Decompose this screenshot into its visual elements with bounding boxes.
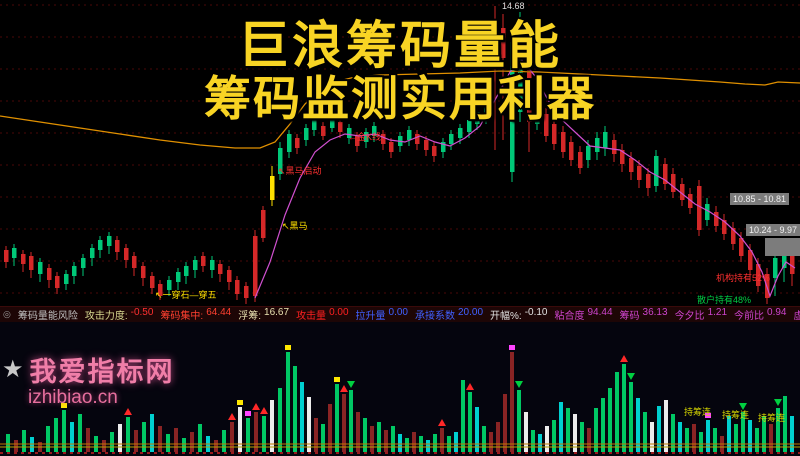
status-field-label: 攻击量	[296, 311, 327, 322]
status-field-value: 20.00	[458, 307, 484, 318]
status-field-value: 16.67	[264, 307, 290, 318]
status-field-value: 0.94	[767, 307, 787, 318]
volume-panel[interactable]: ★ 我爱指标网 izhibiao.cn 持筹连 持筹连 持筹连	[0, 322, 800, 456]
peak-price-label: 14.68	[502, 1, 525, 11]
status-field-value: -0.50	[130, 307, 154, 318]
status-field-label: 筹码集中:	[160, 311, 204, 322]
status-field-2: 浮筹: 16.67	[238, 307, 289, 322]
watermark-title: 我爱指标网	[29, 357, 175, 387]
status-field-label: 攻击力度:	[84, 311, 128, 322]
status-field-10: 今前比 0.94	[734, 307, 786, 322]
chart-annotation-1: ↖黑马	[282, 221, 308, 231]
status-field-label: 虚夕比	[794, 307, 800, 322]
chart-annotation-2: ←金K线	[348, 132, 382, 142]
status-field-1: 筹码集中: 64.44	[160, 307, 231, 322]
panel-signal-label-0: 持筹连	[684, 407, 712, 417]
panel-signal-label-2: 持筹连	[758, 413, 786, 423]
status-field-label: 承接系数	[415, 311, 455, 322]
status-field-5: 承接系数 20.00	[415, 307, 483, 322]
status-field-label: 拉升量	[355, 311, 386, 322]
indicator-name: 筹码量能风险	[17, 311, 78, 322]
status-field-label: 粘合度	[554, 311, 585, 322]
status-field-label: 今夕比	[674, 311, 705, 322]
watermark: ★ 我爱指标网 izhibiao.cn	[2, 350, 175, 409]
chart-annotation-5: 散户持有48%	[697, 295, 752, 305]
status-field-value: 36.13	[642, 307, 668, 318]
price-tip-1: 10.85 - 10.81	[730, 193, 790, 205]
indicator-fields: 攻击力度: -0.50 筹码集中: 64.44 浮筹: 16.67 攻击量 0.00 拉升量 0.…	[85, 307, 800, 322]
chart-annotation-0: ↖黑马启动	[278, 166, 322, 176]
price-tip-2: 10.24 - 9.97	[746, 224, 800, 236]
status-field-6: 开幅%: -0.10	[490, 307, 547, 322]
status-field-0: 攻击力度: -0.50	[85, 307, 154, 322]
status-field-11: 虚夕比1.21	[794, 307, 800, 322]
status-field-value: 64.44	[206, 307, 232, 318]
status-field-value: 94.44	[587, 307, 613, 318]
status-field-7: 粘合度 94.44	[555, 307, 613, 322]
status-field-4: 拉升量 0.00	[356, 307, 408, 322]
chart-annotation-3: ↖一穿石—穿五	[155, 290, 217, 300]
status-field-3: 攻击量 0.00	[296, 307, 348, 322]
status-field-label: 今前比	[734, 311, 765, 322]
status-field-value: 0.00	[329, 307, 349, 318]
panel-signal-label-1: 持筹连	[722, 410, 750, 420]
status-field-label: 筹码	[619, 311, 640, 322]
indicator-icon: ◎	[3, 309, 11, 319]
price-chart-canvas	[0, 4, 800, 304]
star-icon: ★	[2, 356, 24, 383]
candlestick-chart[interactable]: 14.68 10.85 - 10.81 10.24 - 9.97 ↖黑马启动 ↖黑…	[0, 0, 800, 306]
status-field-9: 今夕比 1.21	[675, 307, 727, 322]
indicator-status-bar[interactable]: ◎ 筹码量能风险 攻击力度: -0.50 筹码集中: 64.44 浮筹: 16.67 攻击量…	[0, 306, 800, 322]
volume-histogram	[0, 345, 800, 454]
chart-annotation-4: 机构持有52%	[716, 273, 771, 283]
status-field-value: 1.21	[707, 307, 728, 318]
status-field-8: 筹码 36.13	[620, 307, 668, 322]
status-field-label: 开幅%:	[490, 311, 522, 322]
watermark-url: izhibiao.cn	[28, 387, 118, 408]
status-field-label: 浮筹:	[238, 311, 262, 322]
status-field-value: 0.00	[388, 307, 408, 318]
status-field-value: -0.10	[524, 307, 548, 318]
tip-box	[765, 238, 800, 256]
